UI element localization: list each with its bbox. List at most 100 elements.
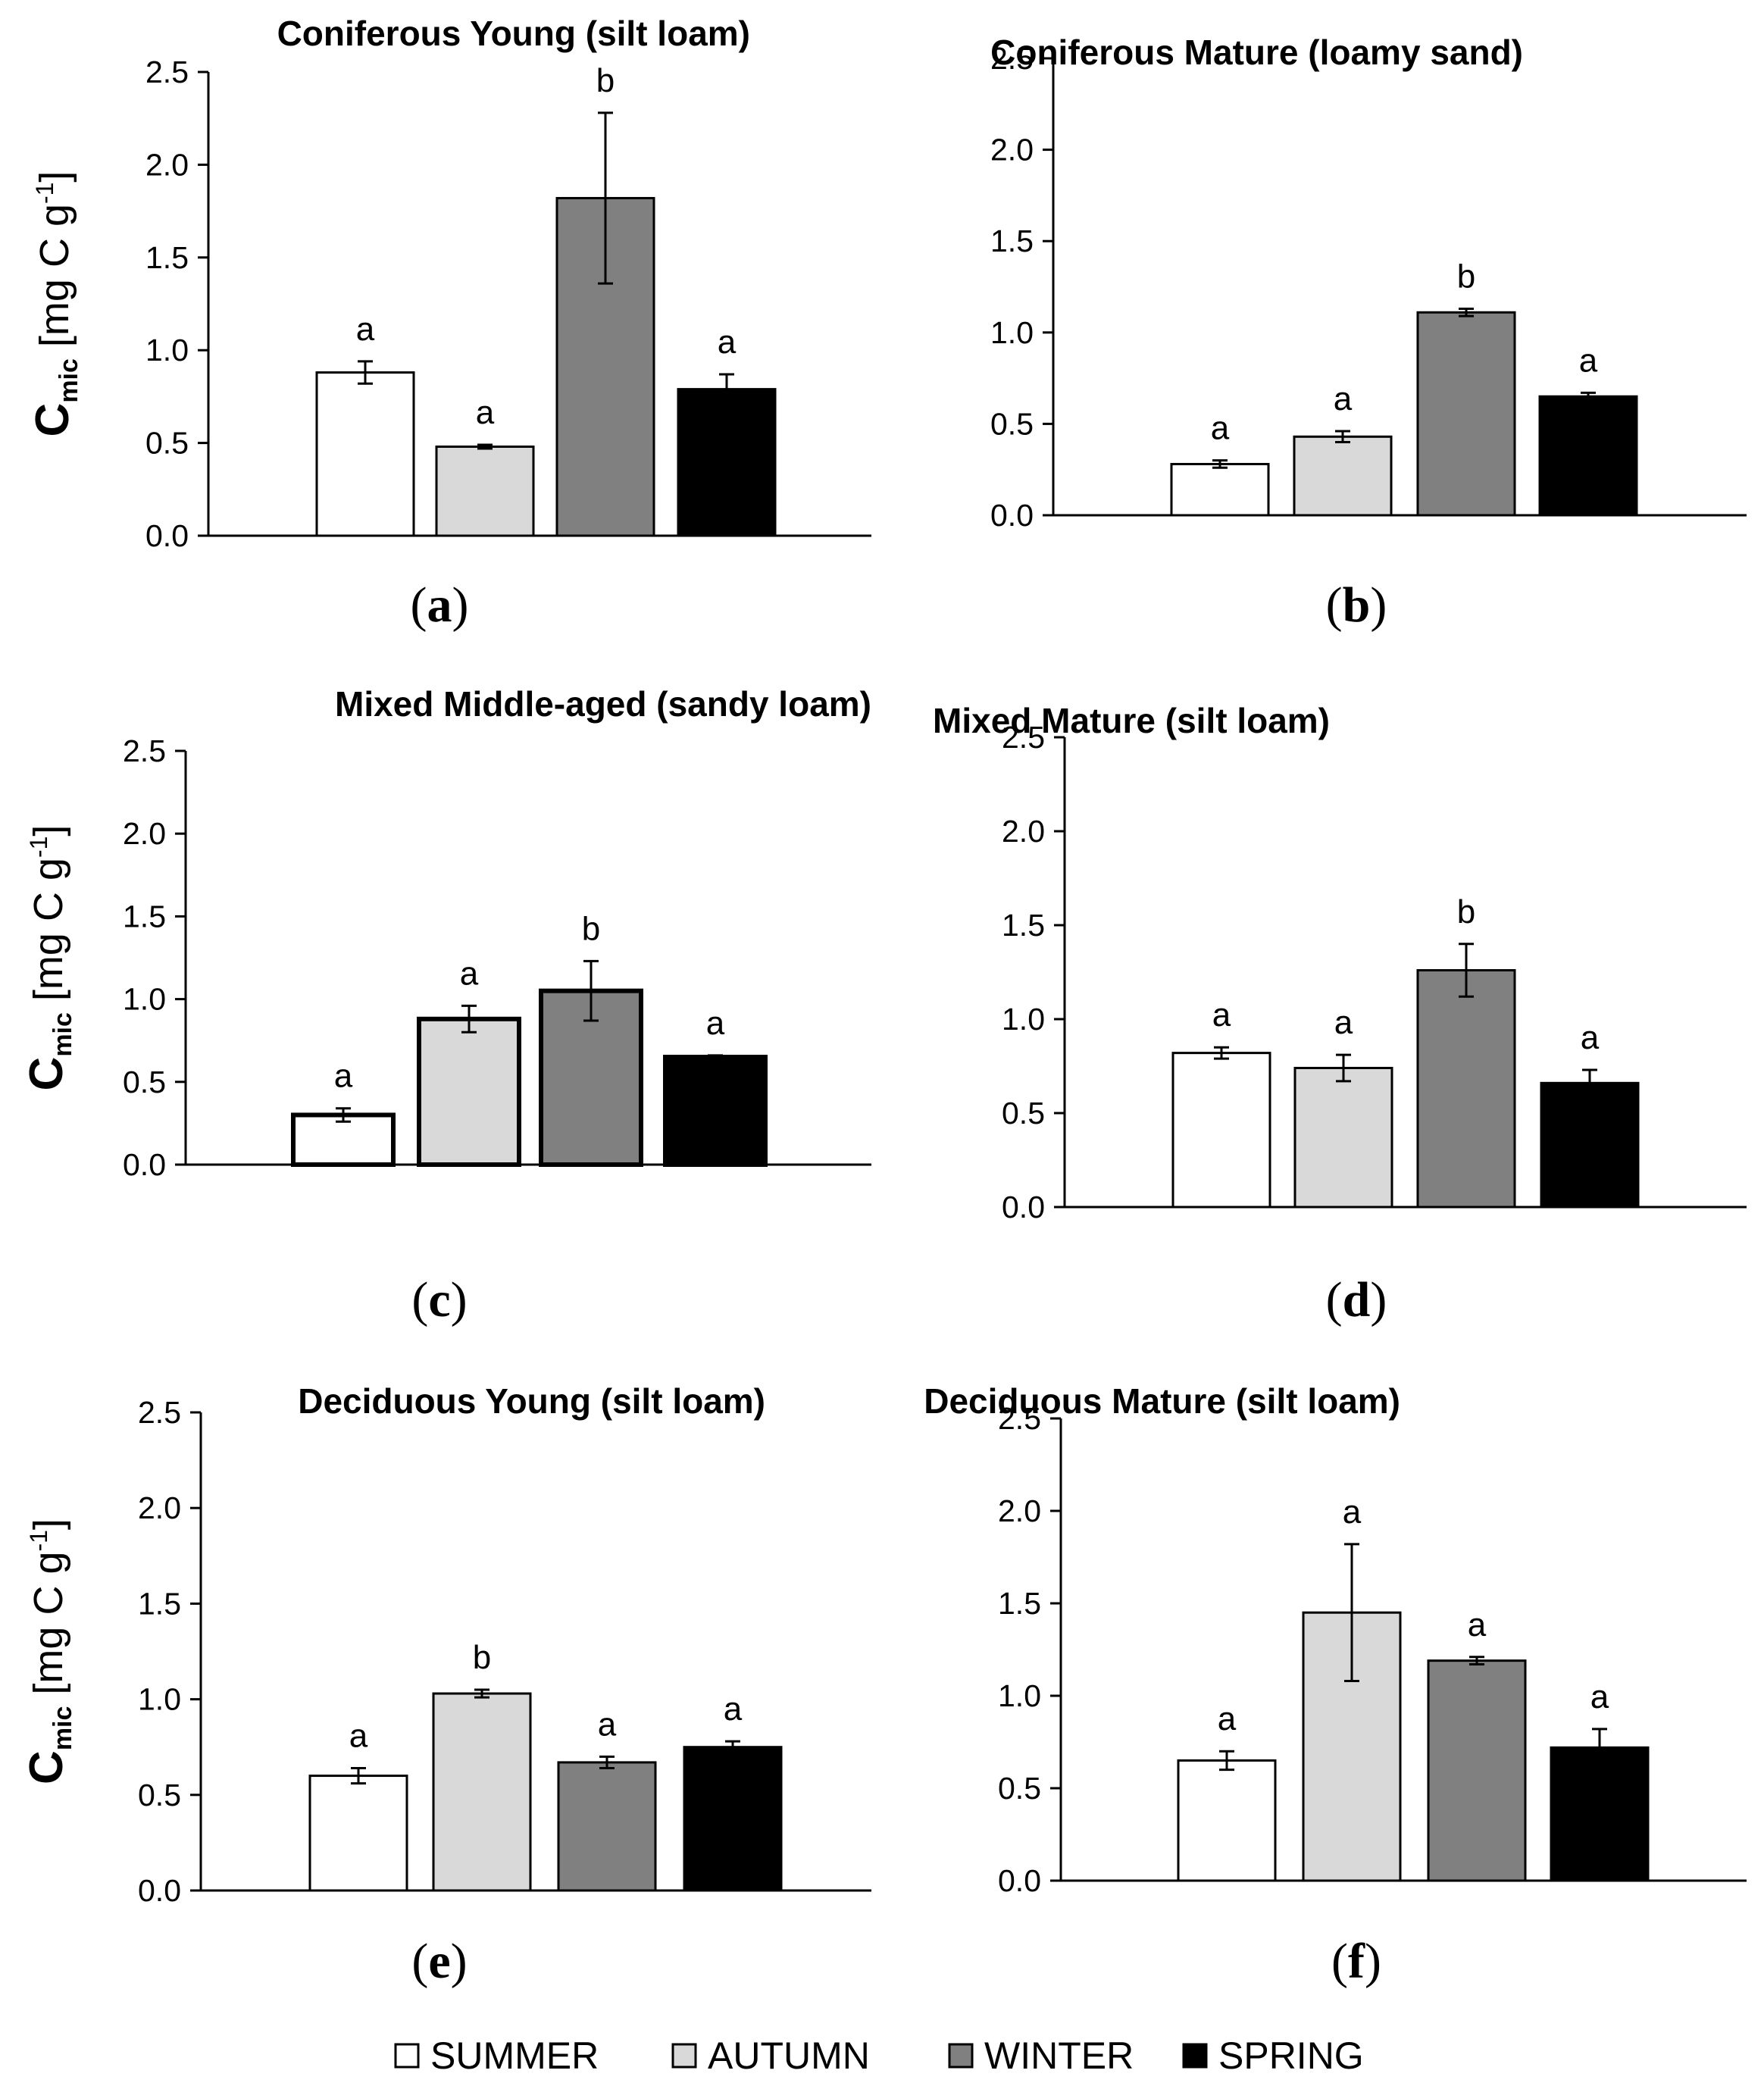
legend: SUMMER AUTUMN WINTER SPRING <box>394 2034 1364 2077</box>
y-axis-label: Cmic [mg C g-1] <box>20 825 77 1091</box>
significance-letter: a <box>476 394 495 431</box>
bar-autumn <box>432 1692 532 1892</box>
y-tick-label: 1.5 <box>1002 908 1045 943</box>
legend-swatch <box>671 2043 697 2069</box>
error-bar <box>477 443 493 450</box>
error-bar <box>708 1054 723 1060</box>
y-tick-label: 2.5 <box>990 41 1034 76</box>
significance-letter: a <box>718 324 737 361</box>
error-bar <box>1469 1656 1484 1666</box>
y-tick-label: 1.5 <box>145 240 189 275</box>
significance-letter: a <box>1579 342 1598 379</box>
significance-letter: a <box>1581 1019 1600 1056</box>
chart-panel-a: Coniferous Young (silt loam) 0.0 0.5 1.0 1.5… <box>27 14 871 633</box>
y-tick-label: 2.0 <box>145 147 189 182</box>
chart-panel-d: Mixed Mature (silt loam) 0.0 0.5 1.0 1.5 2.0 2… <box>933 701 1747 1328</box>
bar-winter <box>557 1761 657 1892</box>
y-tick-label: 2.0 <box>138 1490 181 1525</box>
significance-letter: b <box>596 62 615 99</box>
bar-summer <box>1170 462 1270 517</box>
chart-title: Deciduous Young (silt loam) <box>298 1381 765 1421</box>
error-bar <box>583 959 599 1022</box>
y-tick-label: 0.5 <box>123 1065 166 1099</box>
error-bar <box>1582 1068 1597 1098</box>
significance-letter: a <box>349 1717 368 1754</box>
error-bar <box>1459 943 1474 998</box>
chart-panel-b: Coniferous Mature (loamy sand) 0.0 0.5 1.0 1… <box>990 33 1747 633</box>
bar-summer <box>1177 1759 1277 1882</box>
y-tick-label: 0.5 <box>998 1771 1041 1806</box>
bar-spring <box>677 388 777 537</box>
bar-autumn <box>1293 435 1393 517</box>
significance-letter: a <box>706 1005 725 1042</box>
significance-letter: a <box>1590 1678 1609 1715</box>
bar-spring <box>1540 1081 1640 1209</box>
y-tick-label: 0.0 <box>138 1873 181 1908</box>
panel-label: (b) <box>1326 577 1387 633</box>
legend-item-winter: WINTER <box>948 2034 1134 2077</box>
y-axis-label: Cmic [mg C g-1] <box>20 1518 77 1784</box>
y-tick-label: 1.5 <box>990 224 1034 258</box>
bar-autumn <box>1293 1066 1393 1209</box>
significance-letter: b <box>473 1639 491 1676</box>
y-tick-label: 2.0 <box>990 133 1034 167</box>
significance-letter: a <box>356 311 375 348</box>
y-tick-label: 2.5 <box>145 55 189 89</box>
error-bar <box>1592 1728 1607 1768</box>
y-tick-label: 0.5 <box>145 426 189 461</box>
y-tick-label: 2.5 <box>123 733 166 768</box>
chart-title: Coniferous Young (silt loam) <box>277 14 750 53</box>
significance-letter: a <box>598 1706 617 1743</box>
significance-letter: a <box>1211 410 1230 447</box>
significance-letter: a <box>1334 1004 1353 1041</box>
panels: Coniferous Young (silt loam) 0.0 0.5 1.0 1.5… <box>20 14 1747 1989</box>
panel-label: (d) <box>1326 1272 1387 1328</box>
chart-panel-f: Deciduous Mature (silt loam) 0.0 0.5 1.0 1.5… <box>924 1381 1747 1989</box>
legend-label: AUTUMN <box>708 2034 870 2077</box>
chart-panel-e: Deciduous Young (silt loam) 0.0 0.5 1.0 1.5 2… <box>20 1381 871 1989</box>
y-tick-label: 2.0 <box>123 816 166 851</box>
significance-letter: a <box>724 1690 743 1728</box>
significance-letter: a <box>1343 1493 1362 1531</box>
significance-letter: a <box>334 1058 353 1095</box>
y-tick-label: 0.0 <box>123 1147 166 1182</box>
bar-winter <box>1427 1659 1527 1882</box>
error-bar <box>1581 391 1596 402</box>
y-tick-label: 1.0 <box>998 1678 1041 1713</box>
legend-swatch <box>1182 2043 1208 2069</box>
error-bar <box>1459 307 1474 317</box>
y-tick-label: 0.0 <box>990 498 1034 533</box>
legend-label: WINTER <box>984 2034 1134 2077</box>
error-bar <box>336 1107 351 1123</box>
bar-winter <box>1416 969 1516 1209</box>
error-bar <box>351 1766 366 1785</box>
bar-spring <box>663 1055 768 1168</box>
significance-letter: b <box>1457 258 1475 295</box>
y-tick-label: 0.5 <box>990 406 1034 441</box>
legend-item-spring: SPRING <box>1182 2034 1364 2077</box>
legend-swatch <box>394 2043 420 2069</box>
bar-summer <box>1171 1052 1271 1209</box>
legend-swatch <box>948 2043 974 2069</box>
y-tick-label: 1.0 <box>123 982 166 1017</box>
significance-letter: a <box>1212 996 1231 1034</box>
y-tick-label: 2.5 <box>1002 720 1045 755</box>
bar-winter <box>1416 311 1516 517</box>
chart-title: Mixed Middle-aged (sandy loam) <box>335 684 871 724</box>
bar-autumn <box>435 445 535 537</box>
legend-item-autumn: AUTUMN <box>671 2034 870 2077</box>
error-bar <box>725 1740 740 1754</box>
bar-autumn <box>417 1016 521 1167</box>
error-bar <box>461 1004 477 1034</box>
error-bar <box>1214 1046 1229 1060</box>
chart-panel-c: Mixed Middle-aged (sandy loam) 0.0 0.5 1.0 1… <box>20 684 871 1328</box>
bar-summer <box>308 1775 408 1892</box>
error-bar <box>598 111 613 285</box>
y-tick-label: 2.0 <box>1002 814 1045 849</box>
bar-spring <box>683 1746 783 1892</box>
error-bar <box>1335 430 1350 444</box>
y-axis-label: Cmic [mg C g-1] <box>27 171 83 437</box>
y-tick-label: 1.0 <box>1002 1002 1045 1037</box>
significance-letter: a <box>1468 1606 1487 1643</box>
